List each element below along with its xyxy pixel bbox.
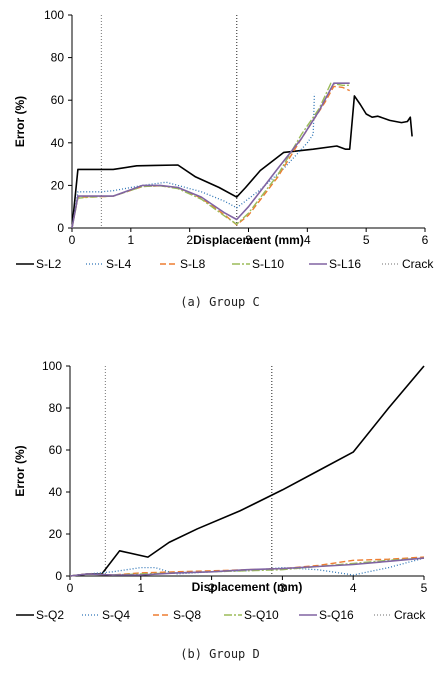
series-line-s-q2: [69, 365, 425, 577]
series-line-s-l16: [71, 82, 350, 229]
figure-caption: (b) Group D: [180, 647, 259, 661]
legend-label: S-L4: [106, 257, 132, 271]
legend-label: Crack: [394, 608, 426, 622]
y-tick-label: 80: [51, 51, 65, 65]
x-axis-title: Displacement (mm): [193, 233, 304, 247]
x-tick-label: 0: [67, 581, 74, 595]
legend-label: S-Q2: [36, 608, 64, 622]
y-tick-label: 60: [49, 443, 63, 457]
legend-label: Crack: [402, 257, 434, 271]
series-line-s-q10: [69, 557, 425, 577]
series-line-s-q4: [69, 557, 425, 577]
chart-panel-a: 0 20 40 60 80 100 0 1 2 3 4 5 6 Displacement (mm) Erro…: [13, 8, 434, 309]
y-tick-label: 0: [55, 569, 62, 583]
x-tick-label: 4: [350, 581, 357, 595]
x-tick-label: 4: [304, 233, 311, 247]
x-tick-label: 2: [208, 581, 215, 595]
series-line-s-q8: [69, 556, 425, 577]
series-line-s-l2: [71, 95, 413, 229]
series-line-s-l4: [71, 93, 316, 229]
legend-label: S-Q4: [102, 608, 130, 622]
y-tick-label: 0: [57, 221, 64, 235]
y-axis-title: Error (%): [13, 96, 27, 147]
x-tick-label: 3: [245, 233, 252, 247]
y-tick-label: 80: [49, 401, 63, 415]
series-line-s-q16: [69, 557, 425, 577]
legend-label: S-L10: [252, 257, 284, 271]
chart-panel-b: 0 20 40 60 80 100 0 1 2 3 4 5 Displacement (mm) Error…: [13, 359, 428, 661]
y-tick-label: 40: [51, 136, 65, 150]
x-axis-title: Displacement (mm): [192, 580, 303, 594]
y-tick-label: 100: [44, 8, 64, 22]
x-tick-label: 6: [422, 233, 429, 247]
y-tick-label: 60: [51, 93, 65, 107]
y-tick-label: 40: [49, 485, 63, 499]
x-tick-label: 0: [69, 233, 76, 247]
x-tick-label: 3: [279, 581, 286, 595]
y-tick-label: 20: [51, 178, 65, 192]
x-tick-label: 2: [186, 233, 193, 247]
legend-label: S-L2: [36, 257, 62, 271]
x-tick-label: 1: [137, 581, 144, 595]
y-tick-label: 100: [42, 359, 62, 373]
legend-label: S-L8: [180, 257, 206, 271]
x-tick-label: 5: [421, 581, 428, 595]
figure-caption: (a) Group C: [180, 295, 259, 309]
legend-label: S-Q10: [244, 608, 279, 622]
legend-label: S-Q16: [319, 608, 354, 622]
series-line-s-l10: [71, 82, 350, 229]
legend-label: S-Q8: [173, 608, 201, 622]
legend-label: S-L16: [329, 257, 361, 271]
y-axis-title: Error (%): [13, 445, 27, 496]
x-tick-label: 5: [363, 233, 370, 247]
y-tick-label: 20: [49, 527, 63, 541]
x-tick-label: 1: [127, 233, 134, 247]
